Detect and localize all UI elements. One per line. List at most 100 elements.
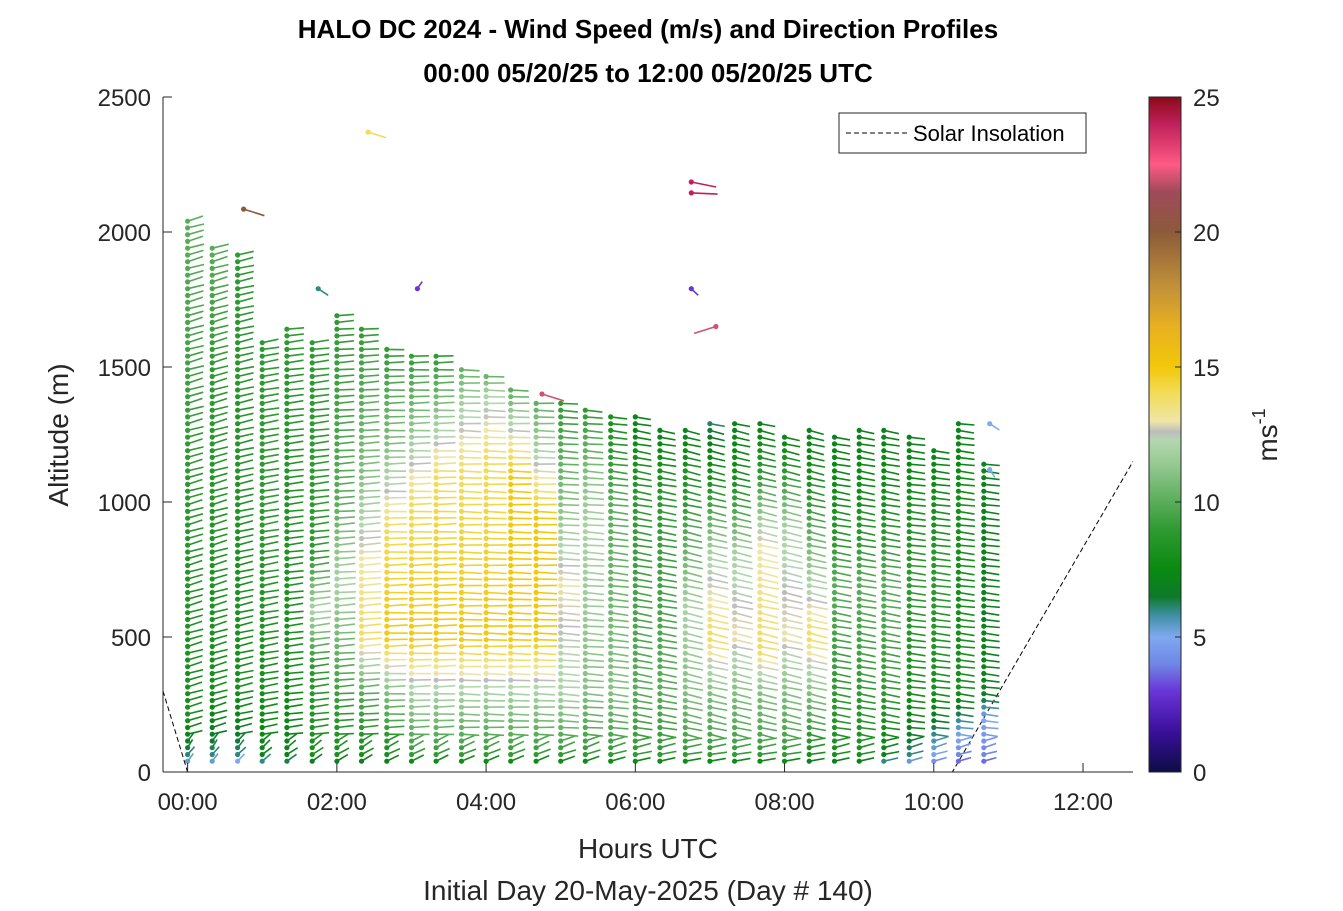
wind-barb-shaft (883, 726, 901, 731)
wind-barb (284, 448, 304, 454)
wind-barb (757, 743, 777, 751)
wind-barb (408, 448, 431, 454)
wind-barb-point (831, 738, 838, 744)
wind-barb (757, 623, 780, 631)
wind-barb-point (682, 461, 688, 467)
wind-barb-point (309, 441, 315, 447)
wind-barb (582, 755, 600, 764)
wind-barb (235, 386, 255, 393)
wind-barb (458, 616, 483, 623)
wind-barb-shaft (361, 475, 381, 479)
wind-barb (856, 616, 877, 624)
wind-barb (732, 441, 751, 448)
wind-barb-shaft (286, 596, 304, 600)
wind-barb-shaft (635, 456, 652, 461)
wind-barb-point (209, 427, 215, 433)
wind-barb (309, 339, 330, 346)
wind-barb (757, 488, 777, 497)
wind-barb (458, 677, 482, 683)
wind-barb (458, 448, 482, 454)
wind-barb (881, 610, 901, 618)
wind-barb-point (408, 630, 415, 636)
wind-barb (657, 630, 677, 638)
wind-barb-point (309, 360, 315, 366)
wind-barb-shaft (883, 672, 901, 678)
wind-barb (334, 481, 355, 487)
wind-barb (483, 589, 507, 596)
wind-barb (209, 628, 228, 636)
wind-barb-shaft (536, 497, 557, 500)
wind-barb-point (185, 265, 191, 271)
wind-barb (334, 711, 355, 717)
wind-barb-point (334, 441, 340, 447)
wind-barb-point (408, 353, 415, 359)
wind-barb-shaft (883, 625, 902, 630)
wind-barb-shaft (659, 713, 677, 719)
wind-barb (533, 569, 557, 575)
wind-barb (358, 704, 379, 710)
wind-barb (707, 488, 726, 497)
wind-barb-point (682, 556, 688, 562)
wind-barb (856, 495, 876, 502)
wind-barb (334, 448, 355, 454)
wind-barb (185, 738, 194, 751)
wind-barb-point (657, 643, 663, 650)
wind-barb (732, 596, 753, 605)
wind-barb (757, 502, 778, 509)
wind-barb (334, 468, 355, 474)
wind-barb (384, 589, 408, 596)
wind-barb-shaft (784, 743, 802, 749)
wind-barb-shaft (585, 470, 604, 474)
wind-barb-point (433, 441, 439, 447)
wind-barb-shaft (734, 517, 752, 523)
wind-barb (533, 670, 556, 677)
wind-barb (757, 589, 779, 599)
wind-barb-point (358, 697, 365, 704)
wind-barb-shaft (734, 706, 753, 712)
wind-barb (384, 522, 408, 528)
wind-barb (358, 340, 379, 346)
wind-barb-shaft (187, 594, 203, 600)
wind-barb-point (657, 502, 663, 508)
wind-barb-point (235, 758, 241, 764)
wind-barb-point (433, 738, 439, 744)
wind-barb-shaft (560, 749, 577, 756)
wind-barb-shaft (859, 598, 877, 603)
wind-barb-point (508, 387, 514, 393)
wind-barb-shaft (709, 503, 727, 509)
wind-barb-point (458, 373, 465, 380)
wind-barb-point (781, 502, 788, 508)
wind-barb-shaft (187, 425, 204, 432)
wind-barb (334, 610, 356, 616)
wind-barb-point (508, 724, 514, 731)
wind-barb-point (284, 562, 290, 569)
wind-barb (458, 515, 483, 521)
wind-barb-point (235, 697, 241, 704)
wind-barb-shaft (659, 436, 676, 441)
wind-barb-point (757, 650, 763, 656)
wind-barb-shaft (237, 386, 255, 391)
wind-barb (707, 664, 729, 671)
wind-barb-shaft (834, 726, 852, 731)
wind-barb (508, 529, 532, 535)
wind-barb-point (732, 562, 738, 569)
wind-barb-shaft (312, 347, 330, 351)
wind-barb-shaft (510, 672, 531, 676)
wind-barb-shaft (286, 515, 304, 519)
wind-barb (185, 215, 204, 224)
wind-barb (433, 589, 457, 596)
wind-barb-shaft (834, 618, 852, 624)
wind-barb (856, 697, 876, 705)
wind-barb (632, 481, 653, 488)
wind-barb (235, 331, 254, 339)
wind-barb-shaft (809, 726, 827, 732)
wind-barb-point (309, 380, 315, 386)
wind-barb (558, 542, 580, 548)
wind-barb (185, 614, 203, 623)
wind-barb-shaft (262, 453, 279, 459)
wind-barb (582, 535, 605, 542)
wind-barb-shaft (386, 597, 408, 600)
wind-barb-shaft (286, 663, 304, 668)
wind-barb-point (582, 657, 588, 663)
wind-barb-shaft (411, 597, 433, 600)
